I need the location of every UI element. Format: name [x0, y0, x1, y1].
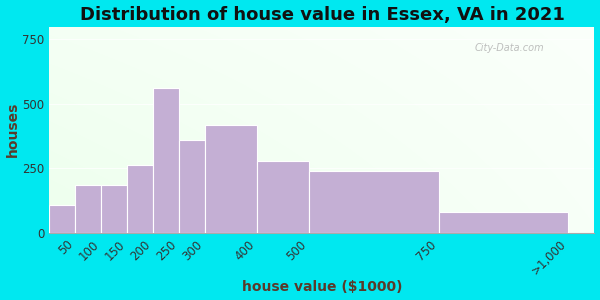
X-axis label: house value ($1000): house value ($1000): [242, 280, 402, 294]
Bar: [49, 205, 76, 233]
Title: Distribution of house value in Essex, VA in 2021: Distribution of house value in Essex, VA…: [80, 6, 565, 24]
Bar: [257, 161, 309, 233]
Bar: [205, 124, 257, 233]
Y-axis label: houses: houses: [5, 102, 20, 158]
Bar: [309, 171, 439, 233]
Bar: [76, 185, 101, 233]
Bar: [179, 140, 205, 233]
Bar: [153, 88, 179, 233]
Text: City-Data.com: City-Data.com: [475, 43, 544, 53]
Bar: [101, 185, 127, 233]
Bar: [439, 212, 568, 233]
Bar: [127, 165, 153, 233]
